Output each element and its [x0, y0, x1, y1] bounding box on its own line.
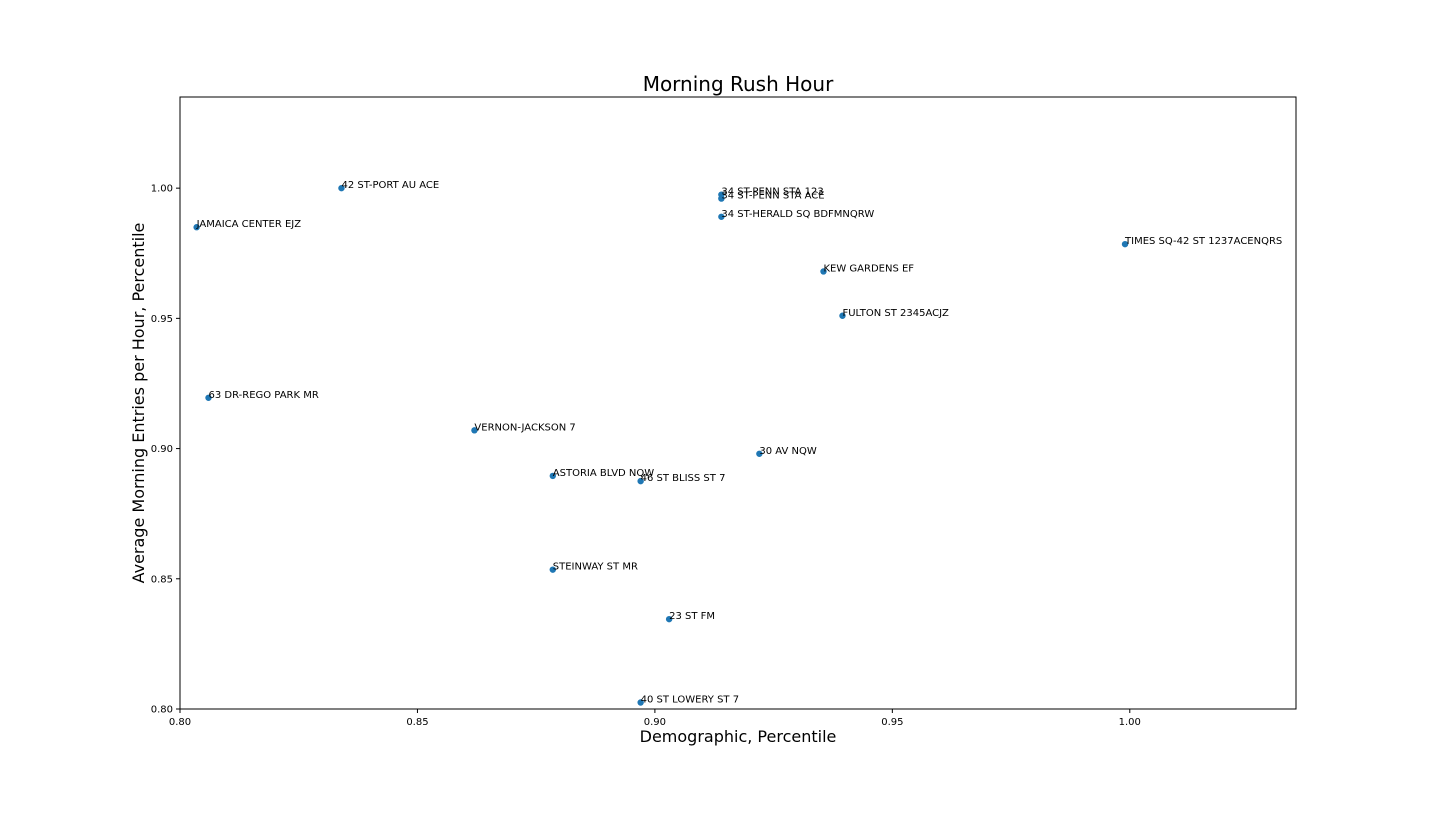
point-label: ASTORIA BLVD NQW — [553, 468, 654, 479]
data-point — [718, 195, 725, 202]
point-label: FULTON ST 2345ACJZ — [842, 308, 949, 319]
x-tick-label: 0.85 — [406, 717, 428, 728]
data-point — [338, 184, 345, 192]
data-point — [718, 213, 725, 220]
point-label: 40 ST LOWERY ST 7 — [641, 694, 739, 705]
x-tick-label: 0.80 — [169, 717, 191, 728]
data-point — [820, 268, 827, 275]
data-point — [549, 472, 556, 480]
point-label: 46 ST BLISS ST 7 — [641, 473, 726, 484]
point-label: TIMES SQ-42 ST 1237ACENQRS — [1124, 236, 1282, 247]
x-tick-label: 0.95 — [881, 717, 903, 728]
data-point — [637, 699, 644, 706]
plot-frame — [179, 96, 1297, 710]
point-label: KEW GARDENS EF — [823, 263, 914, 274]
x-axis-label: Demographic, Percentile — [640, 727, 837, 746]
x-tick-label: 1.00 — [1119, 717, 1141, 728]
data-point — [1121, 240, 1129, 248]
y-tick-label: 0.90 — [151, 444, 173, 455]
point-label: 23 ST FM — [669, 611, 715, 622]
x-tick-label: 0.90 — [644, 717, 666, 728]
chart-title: Morning Rush Hour — [643, 72, 834, 96]
plot-area: 0.80 0.85 0.90 0.95 1.00 0.80 0.85 0.90 0.95 1.00… — [151, 180, 1283, 728]
data-point — [205, 394, 212, 401]
y-tick-label: 0.80 — [151, 705, 173, 716]
point-label: STEINWAY ST MR — [553, 562, 638, 573]
point-label: 63 DR-REGO PARK MR — [208, 390, 318, 401]
point-label: 34 ST-PENN STA 123 — [721, 187, 823, 198]
point-label: VERNON-JACKSON 7 — [474, 422, 575, 433]
point-label: 30 AV NQW — [759, 446, 816, 457]
point-label: JAMAICA CENTER EJZ — [196, 219, 302, 230]
point-label: 34 ST-HERALD SQ BDFMNQRW — [721, 209, 874, 220]
point-label: 34 ST-PENN STA ACE — [721, 191, 824, 202]
y-tick-label: 1.00 — [151, 184, 173, 195]
y-tick-label: 0.95 — [151, 314, 173, 325]
y-axis-label: Average Morning Entries per Hour, Percen… — [129, 223, 148, 584]
data-point — [193, 224, 200, 231]
data-point — [637, 477, 644, 485]
point-label: 42 ST-PORT AU ACE — [341, 180, 439, 191]
data-point — [471, 427, 478, 434]
data-point — [756, 450, 763, 457]
data-point — [665, 615, 673, 623]
y-tick-label: 0.85 — [151, 574, 173, 585]
data-point — [839, 312, 846, 319]
data-point — [549, 566, 556, 573]
